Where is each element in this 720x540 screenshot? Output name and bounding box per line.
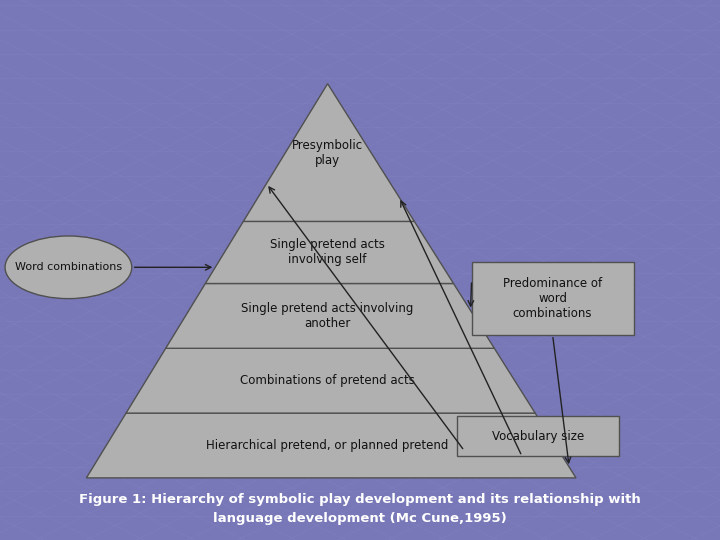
Polygon shape: [86, 413, 576, 478]
Text: Combinations of pretend acts: Combinations of pretend acts: [240, 374, 415, 387]
Polygon shape: [126, 348, 535, 413]
FancyBboxPatch shape: [457, 416, 619, 456]
Text: Presymbolic
play: Presymbolic play: [292, 139, 363, 166]
Polygon shape: [243, 84, 415, 221]
Text: Single pretend acts
involving self: Single pretend acts involving self: [270, 239, 385, 266]
Polygon shape: [205, 221, 454, 284]
FancyBboxPatch shape: [472, 262, 634, 335]
Polygon shape: [166, 284, 495, 348]
Ellipse shape: [5, 236, 132, 299]
Text: Word combinations: Word combinations: [15, 262, 122, 272]
Text: Figure 1: Hierarchy of symbolic play development and its relationship with: Figure 1: Hierarchy of symbolic play dev…: [79, 493, 641, 506]
Text: Vocabulary size: Vocabulary size: [492, 429, 585, 443]
Text: Hierarchical pretend, or planned pretend: Hierarchical pretend, or planned pretend: [207, 439, 449, 452]
Text: language development (Mc Cune,1995): language development (Mc Cune,1995): [213, 512, 507, 525]
Text: Single pretend acts involving
another: Single pretend acts involving another: [241, 302, 414, 330]
Text: Predominance of
word
combinations: Predominance of word combinations: [503, 277, 602, 320]
